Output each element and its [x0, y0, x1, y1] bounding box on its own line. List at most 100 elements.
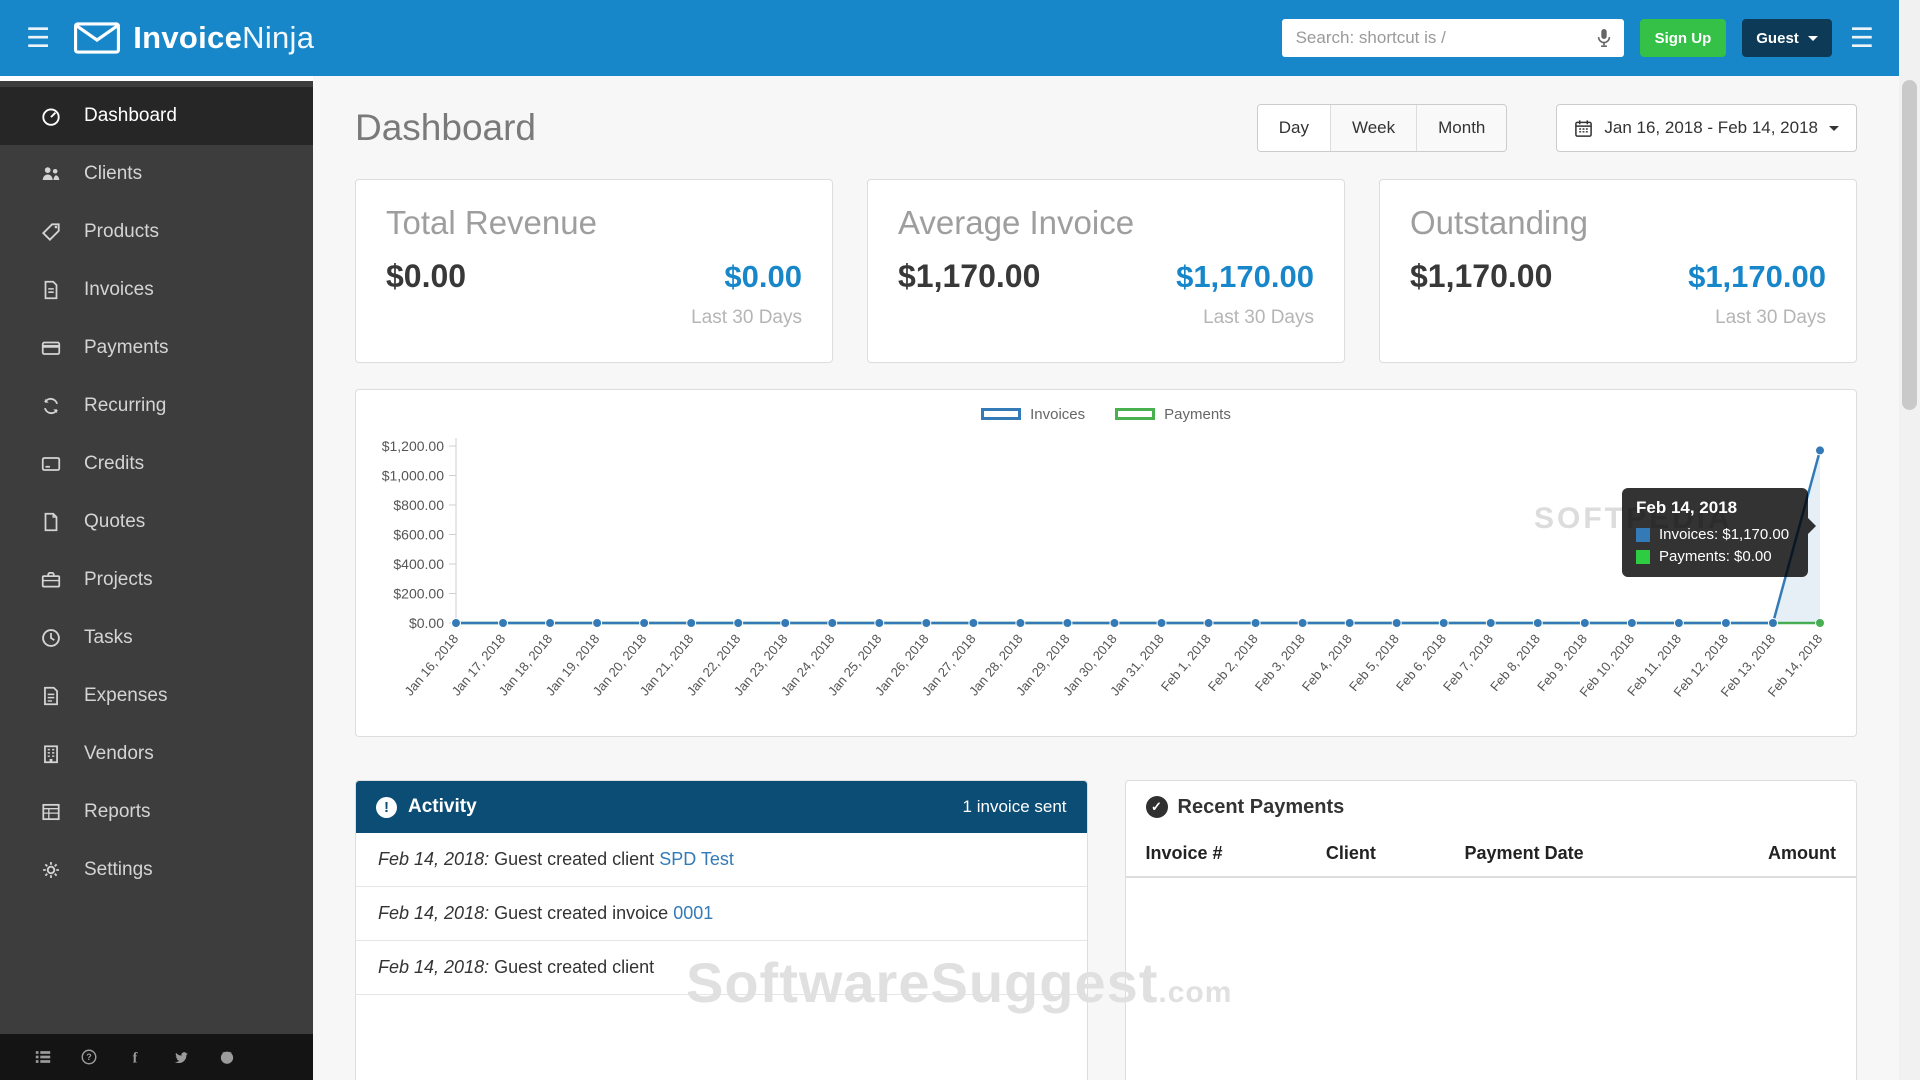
topbar-actions: Sign Up Guest ☰ [1281, 19, 1874, 57]
legend-payments[interactable]: Payments [1115, 406, 1231, 423]
card-period: Last 30 Days [691, 307, 802, 328]
svg-text:$1,000.00: $1,000.00 [382, 468, 444, 484]
svg-text:?: ? [86, 1052, 92, 1062]
card-secondary-value: $0.00 [724, 259, 802, 294]
page-header: Dashboard Day Week Month Jan 16, 2018 - Fe… [355, 96, 1857, 160]
sidebar-footer: ? f [0, 1034, 313, 1080]
legend-invoices[interactable]: Invoices [981, 406, 1085, 423]
recent-payments-table: Invoice # Client Payment Date Amount [1125, 833, 1856, 878]
chart-legend: Invoices Payments [356, 402, 1856, 426]
sidebar-item-expenses[interactable]: Expenses [0, 667, 313, 725]
card-value: $1,170.00 [1410, 258, 1553, 294]
card-period: Last 30 Days [1715, 307, 1826, 328]
invoices-payments-chart[interactable]: $0.00 $200.00 $400.00 $600.00 $800.00 $1,000.… [366, 426, 1846, 726]
search-box [1281, 19, 1624, 57]
svg-text:$400.00: $400.00 [393, 556, 444, 572]
sidebar-item-tasks[interactable]: Tasks [0, 609, 313, 667]
column-payment-date: Payment Date [1444, 833, 1690, 878]
sidebar-item-payments[interactable]: Payments [0, 319, 313, 377]
column-invoice: Invoice # [1125, 833, 1306, 878]
products-icon [41, 223, 60, 242]
card-secondary-value: $1,170.00 [1176, 259, 1314, 294]
history-menu-icon[interactable]: ☰ [1849, 22, 1874, 53]
column-amount: Amount [1689, 833, 1856, 878]
guest-menu-button[interactable]: Guest [1742, 19, 1832, 57]
brand-name: InvoiceNinja [133, 20, 315, 55]
caret-down-icon [1807, 35, 1818, 41]
sidebar-item-invoices[interactable]: Invoices [0, 261, 313, 319]
microphone-icon[interactable] [1595, 27, 1613, 50]
tooltip-row: Payments: $0.00 [1636, 548, 1794, 565]
recurring-icon [44, 397, 58, 415]
activity-link[interactable]: 0001 [673, 903, 714, 923]
chart-tooltip: Feb 14, 2018 Invoices: $1,170.00 Payments… [1622, 488, 1816, 577]
brand-logo[interactable]: InvoiceNinja [74, 20, 314, 56]
activity-header: ! Activity 1 invoice sent [356, 781, 1087, 833]
tooltip-row: Invoices: $1,170.00 [1636, 526, 1794, 543]
facebook-icon[interactable]: f [126, 1048, 144, 1066]
envelope-logo-icon [74, 22, 121, 54]
range-day-button[interactable]: Day [1257, 105, 1330, 151]
card-title: Total Revenue [386, 204, 597, 241]
activity-date: Feb 14, 2018: [378, 903, 490, 923]
sidebar: Dashboard Clients Products Invoices Payments… [0, 76, 313, 1080]
github-icon[interactable] [218, 1048, 236, 1066]
scrollbar[interactable] [1899, 0, 1920, 1080]
sidebar-item-quotes[interactable]: Quotes [0, 493, 313, 551]
range-button-group: Day Week Month [1256, 104, 1508, 152]
list-icon[interactable] [34, 1048, 52, 1066]
column-client: Client [1305, 833, 1445, 878]
help-icon[interactable]: ? [80, 1048, 98, 1066]
twitter-icon[interactable] [172, 1048, 190, 1066]
alert-circle-icon: ! [376, 796, 397, 818]
sidebar-toggle-icon[interactable]: ☰ [26, 22, 51, 53]
settings-icon [43, 862, 59, 878]
range-month-button[interactable]: Month [1416, 105, 1507, 151]
page-title: Dashboard [355, 107, 537, 148]
sidebar-item-dashboard[interactable]: Dashboard [0, 87, 313, 145]
sidebar-item-products[interactable]: Products [0, 203, 313, 261]
svg-text:$600.00: $600.00 [393, 527, 444, 543]
quotes-icon [44, 512, 58, 532]
activity-item: Feb 14, 2018: Guest created client SPD T… [356, 833, 1087, 887]
signup-button[interactable]: Sign Up [1639, 19, 1727, 57]
svg-text:f: f [133, 1050, 138, 1066]
invoices-icon [44, 280, 58, 300]
svg-text:$800.00: $800.00 [393, 497, 444, 513]
recent-payments-panel: ✓ Recent Payments Invoice # Client Payment… [1124, 780, 1857, 1080]
svg-text:$1,200.00: $1,200.00 [382, 438, 444, 454]
sidebar-item-clients[interactable]: Clients [0, 145, 313, 203]
calendar-icon [1575, 119, 1593, 137]
sidebar-item-reports[interactable]: Reports [0, 783, 313, 841]
activity-link[interactable]: SPD Test [659, 849, 734, 869]
tooltip-caret [1808, 518, 1816, 534]
sidebar-item-settings[interactable]: Settings [0, 841, 313, 899]
search-input[interactable] [1281, 19, 1624, 57]
bottom-panels: ! Activity 1 invoice sent Feb 14, 2018: … [355, 780, 1857, 1080]
tasks-icon [42, 629, 60, 647]
clients-icon [42, 167, 60, 181]
reports-icon [42, 803, 60, 821]
sidebar-item-recurring[interactable]: Recurring [0, 377, 313, 435]
tooltip-swatch [1636, 527, 1650, 542]
vendors-icon [44, 745, 58, 764]
card-title: Average Invoice [898, 204, 1135, 241]
topbar: ☰ InvoiceNinja Sign Up Guest ☰ [0, 0, 1920, 76]
invoice-sent-badge[interactable]: 1 invoice sent [962, 797, 1067, 816]
activity-panel: ! Activity 1 invoice sent Feb 14, 2018: … [355, 780, 1088, 1080]
activity-date: Feb 14, 2018: [378, 849, 490, 869]
card-title: Outstanding [1410, 204, 1588, 241]
sidebar-item-vendors[interactable]: Vendors [0, 725, 313, 783]
scrollbar-thumb[interactable] [1902, 80, 1917, 410]
activity-item: Feb 14, 2018: Guest created client [356, 941, 1087, 995]
sidebar-item-projects[interactable]: Projects [0, 551, 313, 609]
range-week-button[interactable]: Week [1329, 105, 1417, 151]
sidebar-item-credits[interactable]: Credits [0, 435, 313, 493]
svg-text:$0.00: $0.00 [409, 615, 444, 631]
caret-down-icon [1829, 125, 1839, 131]
summary-card-average-invoice: Average Invoice $1,170.00 $1,170.00 Last… [867, 179, 1345, 363]
summary-cards: Total Revenue $0.00 $0.00 Last 30 Days A… [355, 179, 1857, 363]
main-content: Dashboard Day Week Month Jan 16, 2018 - Fe… [313, 76, 1899, 1080]
recent-payments-header: ✓ Recent Payments [1125, 781, 1856, 833]
date-range-button[interactable]: Jan 16, 2018 - Feb 14, 2018 [1556, 104, 1857, 152]
